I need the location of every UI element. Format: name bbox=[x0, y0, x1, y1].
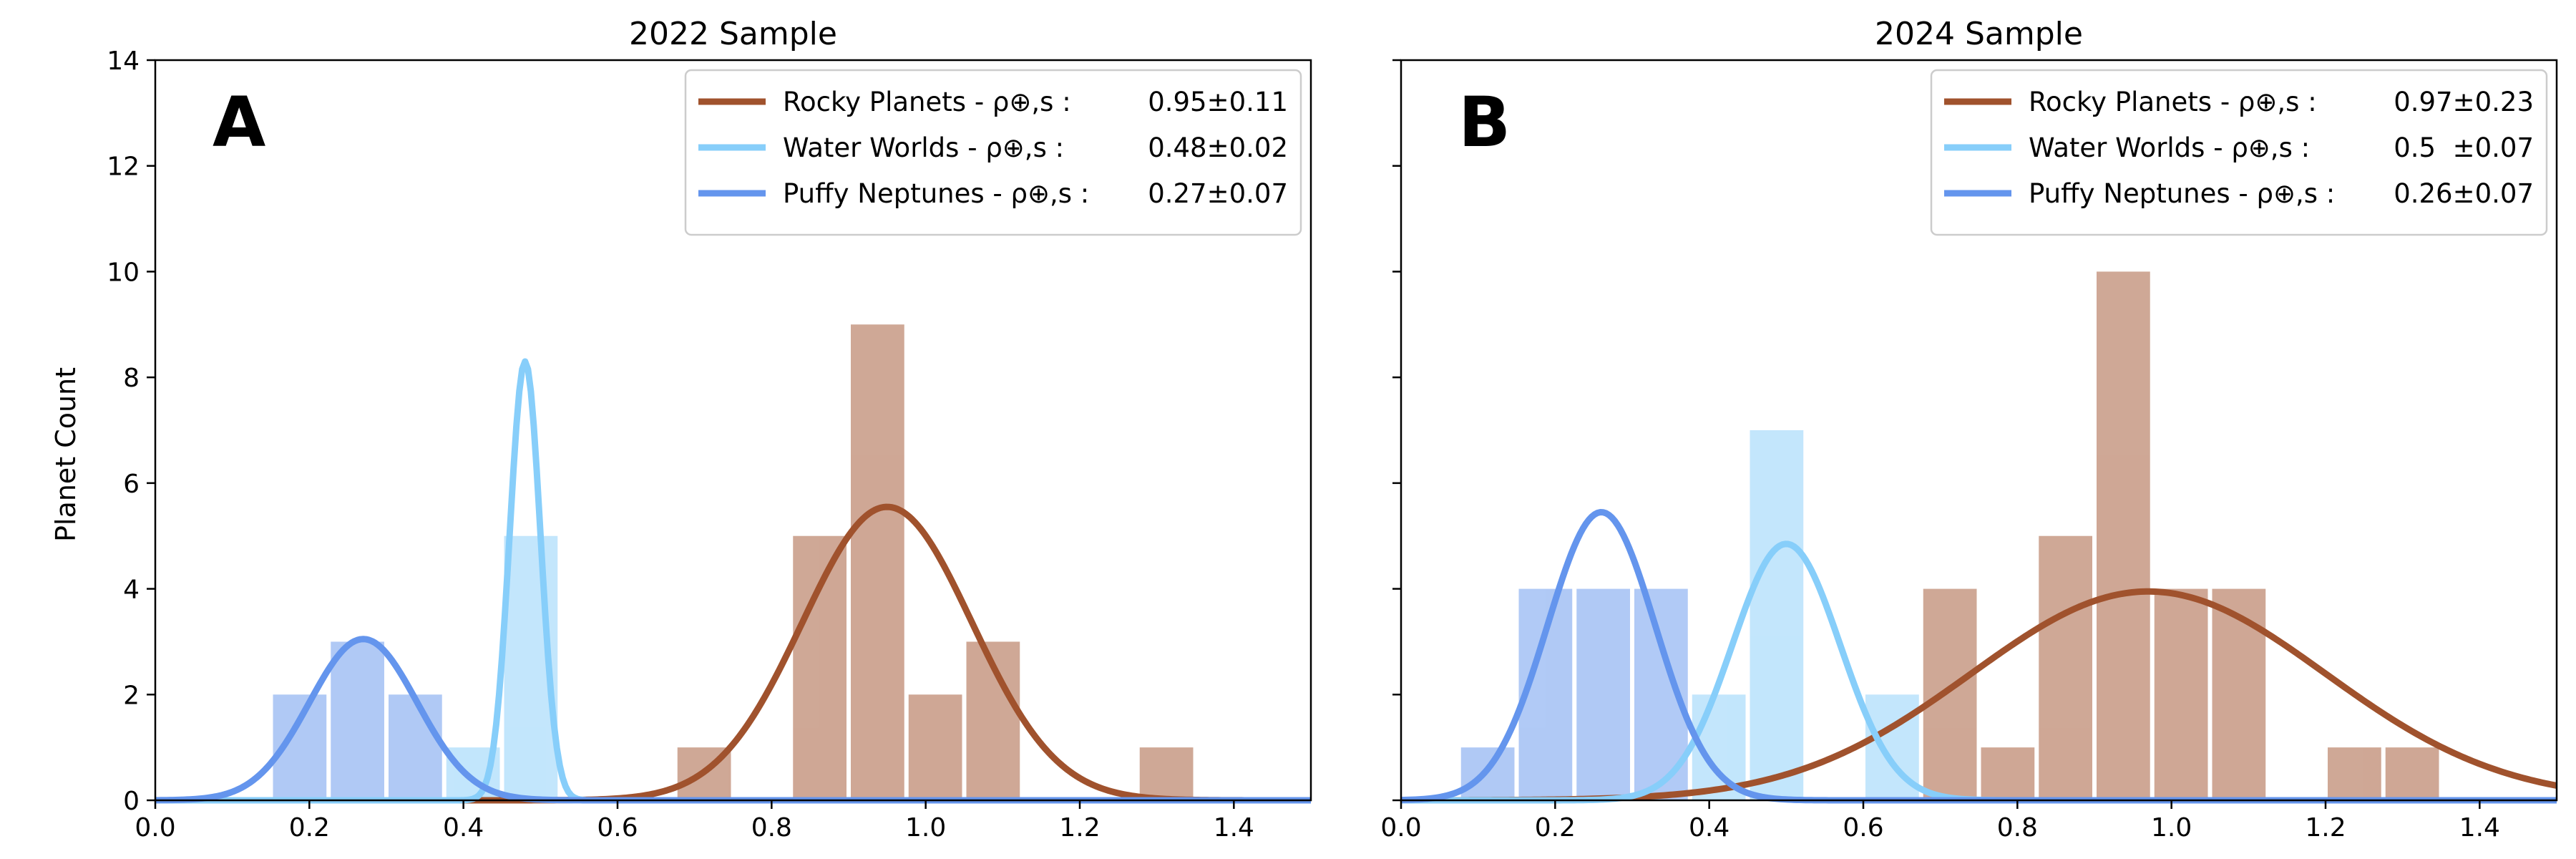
histogram-bar bbox=[793, 535, 847, 800]
legend-label: Water Worlds - ρ⊕,s : bbox=[2029, 132, 2310, 163]
fit-curve-rocky-planets bbox=[155, 503, 1312, 804]
y-tick-label: 2 bbox=[123, 681, 140, 710]
legend-label: Puffy Neptunes - ρ⊕,s : bbox=[2029, 178, 2335, 209]
x-tick-label: 0.6 bbox=[1843, 813, 1883, 843]
legend-label: Puffy Neptunes - ρ⊕,s : bbox=[783, 178, 1089, 209]
legend-label: Rocky Planets - ρ⊕,s : bbox=[2029, 87, 2317, 117]
panel-label: A bbox=[213, 82, 265, 162]
x-tick-label: 0.2 bbox=[1535, 813, 1576, 843]
panel-label: B bbox=[1458, 82, 1511, 162]
x-tick-label: 0.8 bbox=[751, 813, 792, 843]
histogram-bar bbox=[1981, 747, 2035, 800]
legend-box bbox=[684, 69, 1302, 236]
x-tick-label: 0.6 bbox=[597, 813, 638, 843]
bars-rocky-planets bbox=[1923, 271, 2439, 800]
y-tick-label: 14 bbox=[107, 47, 140, 76]
fit-curve-puffy-neptunes bbox=[1400, 509, 2557, 804]
y-tick-label: 6 bbox=[123, 470, 140, 499]
histogram-bar bbox=[908, 694, 962, 800]
x-tick-label: 0.2 bbox=[289, 813, 330, 843]
legend-value: 0.97±0.23 bbox=[2394, 87, 2534, 117]
histogram-bar bbox=[2328, 747, 2381, 800]
panel-2022: 0.0 0.2 0.4 0.6 0.8 1.0 1.2 1.4 0 2 4 6 8 10 12 14 2022 … bbox=[107, 16, 1312, 843]
legend-value: 0.26±0.07 bbox=[2394, 178, 2534, 209]
chart-title: 2024 Sample bbox=[1875, 16, 2083, 52]
y-tick-label: 0 bbox=[123, 787, 140, 816]
x-tick-label: 0.0 bbox=[135, 813, 175, 843]
legend-value: 0.48±0.02 bbox=[1148, 132, 1288, 163]
histogram-bar bbox=[1750, 430, 1804, 800]
y-tick-label: 10 bbox=[107, 258, 140, 287]
x-tick-label: 0.4 bbox=[1689, 813, 1729, 843]
histogram-bar bbox=[331, 641, 384, 800]
y-tick-label: 8 bbox=[123, 364, 140, 393]
x-tick-label: 1.2 bbox=[1059, 813, 1100, 843]
x-tick-label: 1.2 bbox=[2305, 813, 2346, 843]
histogram-bar bbox=[1923, 588, 1977, 800]
histogram-bar bbox=[2385, 747, 2439, 800]
legend: Rocky Planets - ρ⊕,s : 0.95±0.11 Water Wor… bbox=[684, 69, 1302, 236]
axes-frame bbox=[1400, 59, 2558, 802]
fit-curve-rocky-planets bbox=[1400, 588, 2557, 804]
legend-box bbox=[1930, 69, 2548, 236]
bars-water-worlds bbox=[1692, 430, 1919, 800]
histogram-bar bbox=[2039, 535, 2092, 800]
bars-rocky-planets bbox=[677, 324, 1194, 800]
chart-title: 2022 Sample bbox=[629, 16, 837, 52]
histogram-bar bbox=[1576, 588, 1630, 800]
histogram-bar bbox=[2154, 588, 2208, 800]
x-tick-label: 1.0 bbox=[2151, 813, 2192, 843]
fit-curve-water-worlds bbox=[155, 358, 1312, 804]
fit-curve-puffy-neptunes bbox=[155, 636, 1312, 804]
x-tick-label: 1.0 bbox=[905, 813, 946, 843]
legend-value: 0.95±0.11 bbox=[1148, 87, 1288, 117]
fit-curve-water-worlds bbox=[1400, 540, 2557, 804]
legend-label: Rocky Planets - ρ⊕,s : bbox=[783, 87, 1071, 117]
y-tick-label: 4 bbox=[123, 576, 140, 605]
histogram-bar bbox=[1139, 747, 1194, 800]
y-tick-label: 12 bbox=[107, 152, 140, 182]
axes-frame bbox=[154, 59, 1312, 802]
x-tick-label: 0.4 bbox=[443, 813, 484, 843]
x-tick-label: 0.8 bbox=[1997, 813, 2038, 843]
panel-2024: 0.0 0.2 0.4 0.6 0.8 1.0 1.2 1.4 2024 Sample B Rock… bbox=[1380, 16, 2558, 843]
histogram-bar bbox=[389, 694, 442, 800]
legend-label: Water Worlds - ρ⊕,s : bbox=[783, 132, 1064, 163]
legend-value: 0.27±0.07 bbox=[1148, 178, 1288, 209]
y-axis-label: Planet Count bbox=[50, 367, 82, 542]
x-tick-label: 1.4 bbox=[2459, 813, 2500, 843]
histogram-bar bbox=[2097, 271, 2150, 800]
histogram-bar bbox=[851, 324, 904, 800]
legend-value: 0.5 ±0.07 bbox=[2394, 132, 2534, 163]
x-tick-label: 1.4 bbox=[1214, 813, 1254, 843]
x-tick-label: 0.0 bbox=[1380, 813, 1421, 843]
legend: Rocky Planets - ρ⊕,s : 0.97±0.23 Water Wor… bbox=[1930, 69, 2548, 236]
